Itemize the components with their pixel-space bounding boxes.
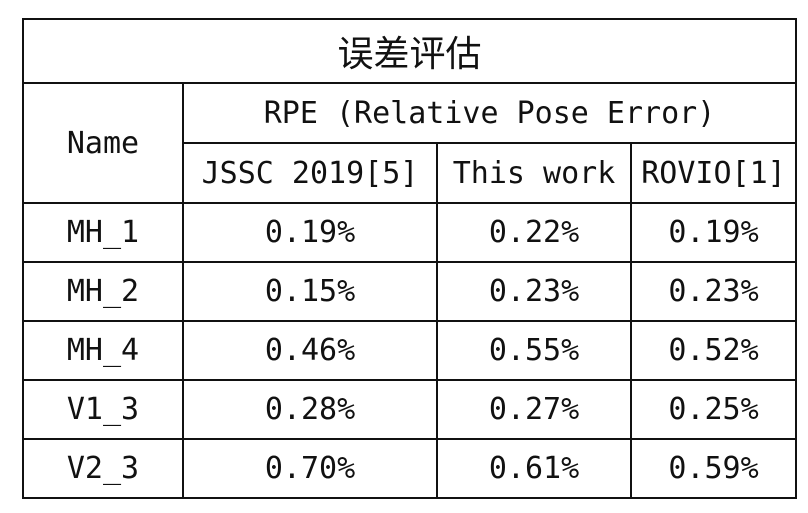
- error-evaluation-table: 误差评估 Name RPE (Relative Pose Error) JSSC…: [21, 18, 798, 499]
- value-cell: 0.23%: [436, 261, 632, 322]
- value-cell: 0.61%: [436, 438, 632, 499]
- value-cell: 0.25%: [629, 379, 798, 440]
- value-cell: 0.19%: [629, 202, 798, 263]
- value-cell: 0.28%: [182, 379, 438, 440]
- value-cell: 0.52%: [629, 320, 798, 381]
- row-name: MH_4: [22, 320, 184, 381]
- table-row: MH_1 0.19% 0.22% 0.19%: [22, 202, 798, 263]
- row-name: V1_3: [22, 379, 184, 440]
- table-row: V1_3 0.28% 0.27% 0.25%: [22, 379, 798, 440]
- title-row: 误差评估: [21, 18, 798, 84]
- value-cell: 0.59%: [629, 438, 798, 499]
- value-cell: 0.27%: [436, 379, 632, 440]
- column-header-rovio: ROVIO[1]: [629, 142, 798, 204]
- table-row: MH_4 0.46% 0.55% 0.52%: [22, 320, 798, 381]
- value-cell: 0.19%: [182, 202, 438, 263]
- column-header-row: JSSC 2019[5] This work ROVIO[1]: [23, 142, 798, 204]
- error-evaluation-table-container: 误差评估 Name RPE (Relative Pose Error) JSSC…: [21, 18, 798, 499]
- value-cell: 0.46%: [182, 320, 438, 381]
- value-cell: 0.70%: [182, 438, 438, 499]
- name-column-header: Name: [22, 82, 184, 204]
- table-row: V2_3 0.70% 0.61% 0.59%: [22, 438, 798, 499]
- column-header-jssc: JSSC 2019[5]: [182, 142, 438, 204]
- value-cell: 0.55%: [436, 320, 632, 381]
- value-cell: 0.15%: [182, 261, 438, 322]
- table-row: MH_2 0.15% 0.23% 0.23%: [22, 261, 798, 322]
- value-cell: 0.23%: [629, 261, 798, 322]
- table-title: 误差评估: [21, 18, 798, 84]
- row-name: MH_2: [22, 261, 184, 322]
- row-name: MH_1: [22, 202, 184, 263]
- group-header-row: Name RPE (Relative Pose Error): [22, 82, 798, 204]
- row-name: V2_3: [22, 438, 184, 499]
- value-cell: 0.22%: [436, 202, 632, 263]
- column-header-this-work: This work: [436, 142, 632, 204]
- rpe-group-header: RPE (Relative Pose Error): [181, 82, 798, 144]
